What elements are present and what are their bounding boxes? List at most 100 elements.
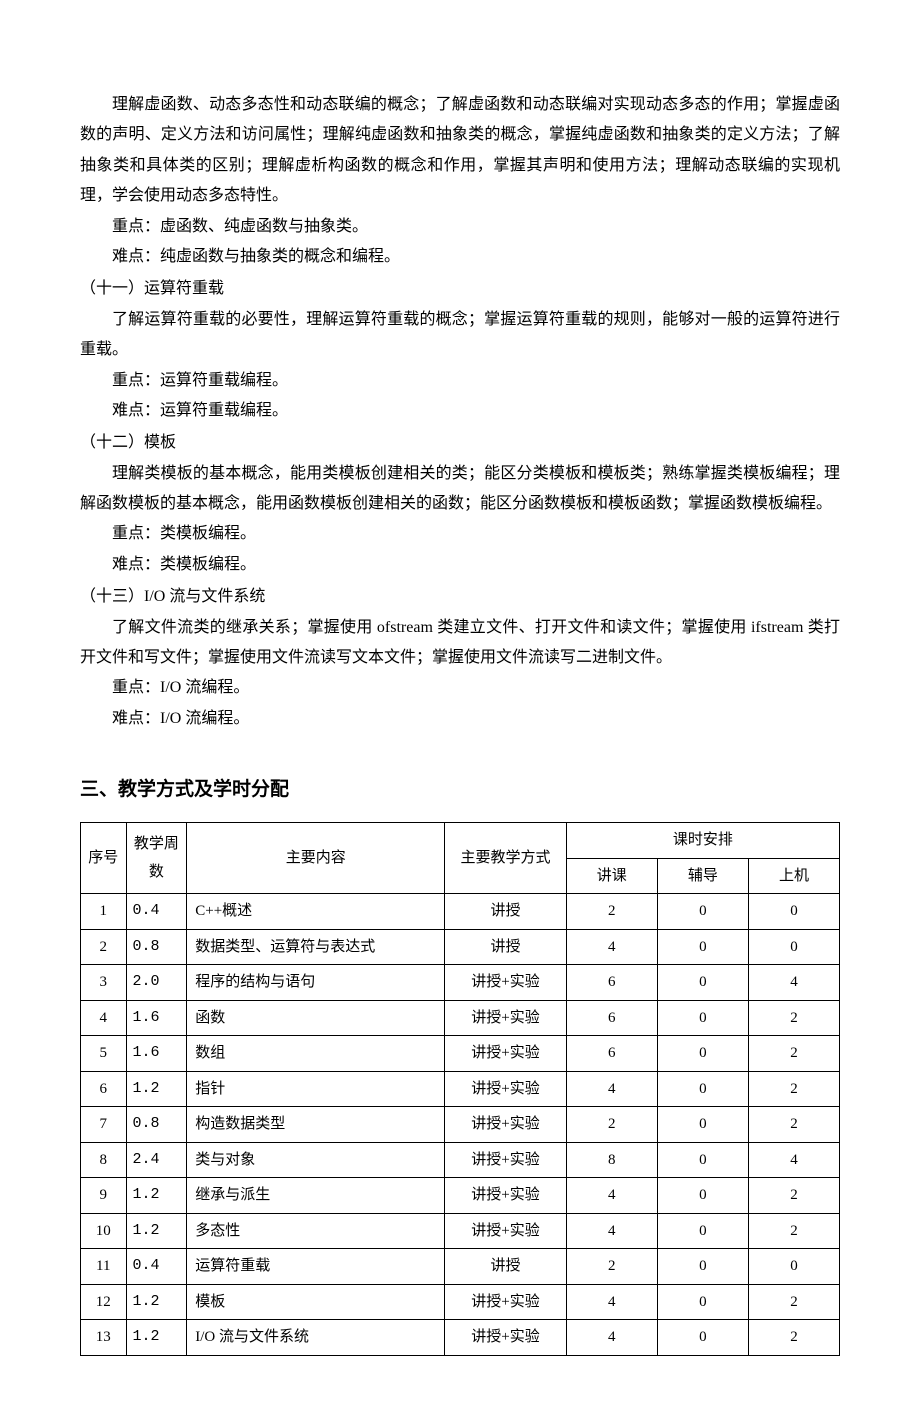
table-row: 61.2指针讲授+实验402 — [81, 1071, 840, 1107]
table-cell: 0 — [657, 1071, 748, 1107]
table-cell: 11 — [81, 1249, 127, 1285]
table-cell: 0 — [657, 1213, 748, 1249]
table-cell: 函数 — [187, 1000, 445, 1036]
table-cell: 9 — [81, 1178, 127, 1214]
table-cell: 1.2 — [126, 1213, 187, 1249]
table-cell: 0.8 — [126, 929, 187, 965]
table-cell: 3 — [81, 965, 127, 1001]
table-cell: 讲授+实验 — [445, 1142, 566, 1178]
table-cell: 0.4 — [126, 894, 187, 930]
table-cell: 7 — [81, 1107, 127, 1143]
table-cell: 2 — [81, 929, 127, 965]
table-cell: 6 — [81, 1071, 127, 1107]
table-cell: 2.4 — [126, 1142, 187, 1178]
header-content: 主要内容 — [187, 823, 445, 894]
table-cell: 8 — [566, 1142, 657, 1178]
table-cell: 讲授+实验 — [445, 1036, 566, 1072]
table-cell: 0 — [657, 929, 748, 965]
table-cell: 讲授 — [445, 1249, 566, 1285]
table-cell: 6 — [566, 965, 657, 1001]
table-cell: 2.0 — [126, 965, 187, 1001]
table-cell: 4 — [566, 1213, 657, 1249]
key-point-1: 重点：虚函数、纯虚函数与抽象类。 — [80, 212, 840, 242]
table-cell: 数组 — [187, 1036, 445, 1072]
table-row: 51.6数组讲授+实验602 — [81, 1036, 840, 1072]
table-cell: 5 — [81, 1036, 127, 1072]
table-cell: 4 — [748, 1142, 839, 1178]
table-cell: 0 — [657, 1249, 748, 1285]
table-cell: 4 — [566, 1320, 657, 1356]
table-cell: 2 — [748, 1000, 839, 1036]
table-cell: 0 — [657, 1320, 748, 1356]
table-row: 101.2多态性讲授+实验402 — [81, 1213, 840, 1249]
table-cell: 0 — [657, 1284, 748, 1320]
table-cell: 讲授+实验 — [445, 1071, 566, 1107]
table-cell: 4 — [566, 1071, 657, 1107]
table-cell: 讲授+实验 — [445, 1213, 566, 1249]
body-paragraph-3: 理解类模板的基本概念，能用类模板创建相关的类；能区分类模板和模板类；熟练掌握类模… — [80, 459, 840, 520]
table-row: 32.0程序的结构与语句讲授+实验604 — [81, 965, 840, 1001]
table-cell: 0.4 — [126, 1249, 187, 1285]
table-cell: 程序的结构与语句 — [187, 965, 445, 1001]
table-cell: 0 — [657, 1142, 748, 1178]
table-cell: 0.8 — [126, 1107, 187, 1143]
table-cell: 0 — [748, 929, 839, 965]
table-cell: 2 — [748, 1071, 839, 1107]
table-cell: 1.2 — [126, 1071, 187, 1107]
table-cell: 6 — [566, 1036, 657, 1072]
body-paragraph-2: 了解运算符重载的必要性，理解运算符重载的概念；掌握运算符重载的规则，能够对一般的… — [80, 305, 840, 366]
difficult-point-2: 难点：运算符重载编程。 — [80, 396, 840, 426]
key-point-2: 重点：运算符重载编程。 — [80, 366, 840, 396]
table-cell: 1.2 — [126, 1284, 187, 1320]
table-cell: 讲授+实验 — [445, 965, 566, 1001]
table-cell: 继承与派生 — [187, 1178, 445, 1214]
table-cell: 讲授 — [445, 894, 566, 930]
table-cell: 4 — [748, 965, 839, 1001]
table-cell: 2 — [748, 1107, 839, 1143]
header-lab: 上机 — [748, 858, 839, 894]
table-cell: 2 — [566, 1249, 657, 1285]
table-cell: 4 — [566, 1284, 657, 1320]
table-cell: 2 — [566, 894, 657, 930]
table-cell: 6 — [566, 1000, 657, 1036]
header-seq: 序号 — [81, 823, 127, 894]
header-lecture: 讲课 — [566, 858, 657, 894]
table-cell: 0 — [657, 1107, 748, 1143]
table-cell: 10 — [81, 1213, 127, 1249]
table-cell: 1.2 — [126, 1320, 187, 1356]
difficult-point-1: 难点：纯虚函数与抽象类的概念和编程。 — [80, 242, 840, 272]
table-row: 82.4类与对象讲授+实验804 — [81, 1142, 840, 1178]
table-cell: 讲授+实验 — [445, 1107, 566, 1143]
table-row: 110.4运算符重载讲授200 — [81, 1249, 840, 1285]
table-cell: 讲授 — [445, 929, 566, 965]
table-row: 10.4C++概述讲授200 — [81, 894, 840, 930]
difficult-point-3: 难点：类模板编程。 — [80, 550, 840, 580]
header-method: 主要教学方式 — [445, 823, 566, 894]
table-cell: 1.2 — [126, 1178, 187, 1214]
table-cell: 0 — [657, 894, 748, 930]
table-cell: 2 — [748, 1213, 839, 1249]
table-cell: 4 — [566, 929, 657, 965]
table-cell: 1.6 — [126, 1036, 187, 1072]
table-cell: 类与对象 — [187, 1142, 445, 1178]
table-cell: 运算符重载 — [187, 1249, 445, 1285]
table-cell: 8 — [81, 1142, 127, 1178]
table-cell: 1 — [81, 894, 127, 930]
table-row: 41.6函数讲授+实验602 — [81, 1000, 840, 1036]
table-cell: 2 — [748, 1178, 839, 1214]
table-cell: 12 — [81, 1284, 127, 1320]
header-tutor: 辅导 — [657, 858, 748, 894]
body-paragraph-1: 理解虚函数、动态多态性和动态联编的概念；了解虚函数和动态联编对实现动态多态的作用… — [80, 90, 840, 212]
table-cell: 指针 — [187, 1071, 445, 1107]
table-cell: 多态性 — [187, 1213, 445, 1249]
table-row: 121.2模板讲授+实验402 — [81, 1284, 840, 1320]
table-cell: 0 — [657, 1178, 748, 1214]
header-schedule: 课时安排 — [566, 823, 839, 859]
table-cell: 0 — [748, 894, 839, 930]
section-3-heading: 三、教学方式及学时分配 — [80, 772, 840, 808]
section-13-title: （十三）I/O 流与文件系统 — [80, 582, 840, 612]
table-cell: 4 — [566, 1178, 657, 1214]
key-point-3: 重点：类模板编程。 — [80, 519, 840, 549]
difficult-point-4: 难点：I/O 流编程。 — [80, 704, 840, 734]
table-cell: 4 — [81, 1000, 127, 1036]
